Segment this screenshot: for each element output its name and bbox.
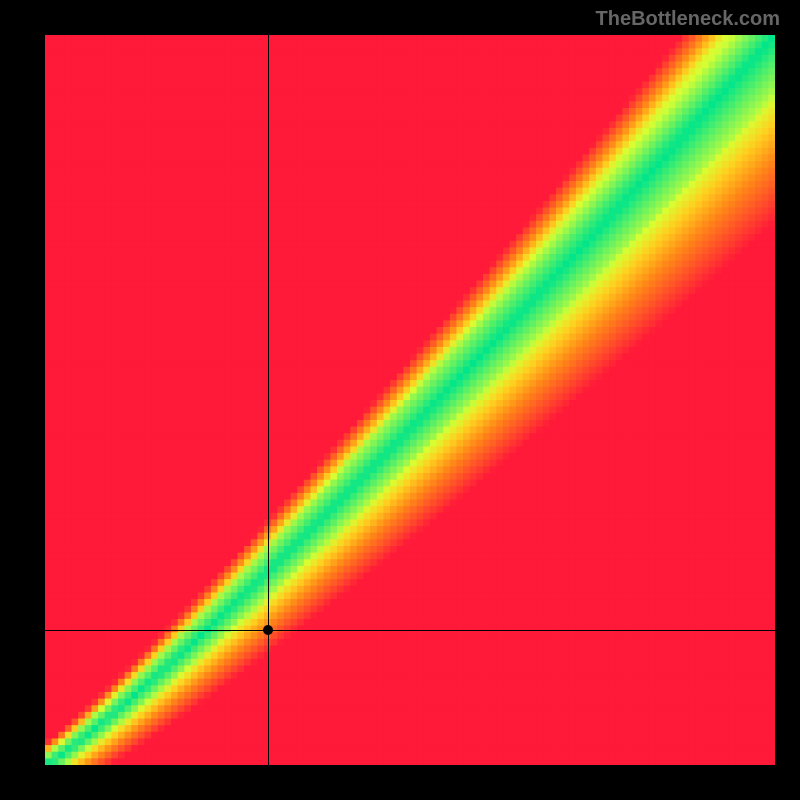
watermark-text: TheBottleneck.com	[596, 8, 780, 31]
crosshair-vertical	[268, 35, 269, 765]
marker-dot	[263, 625, 273, 635]
crosshair-horizontal	[45, 630, 775, 631]
chart-container: TheBottleneck.com	[0, 0, 800, 800]
heatmap-canvas	[45, 35, 775, 765]
plot-area	[45, 35, 775, 765]
